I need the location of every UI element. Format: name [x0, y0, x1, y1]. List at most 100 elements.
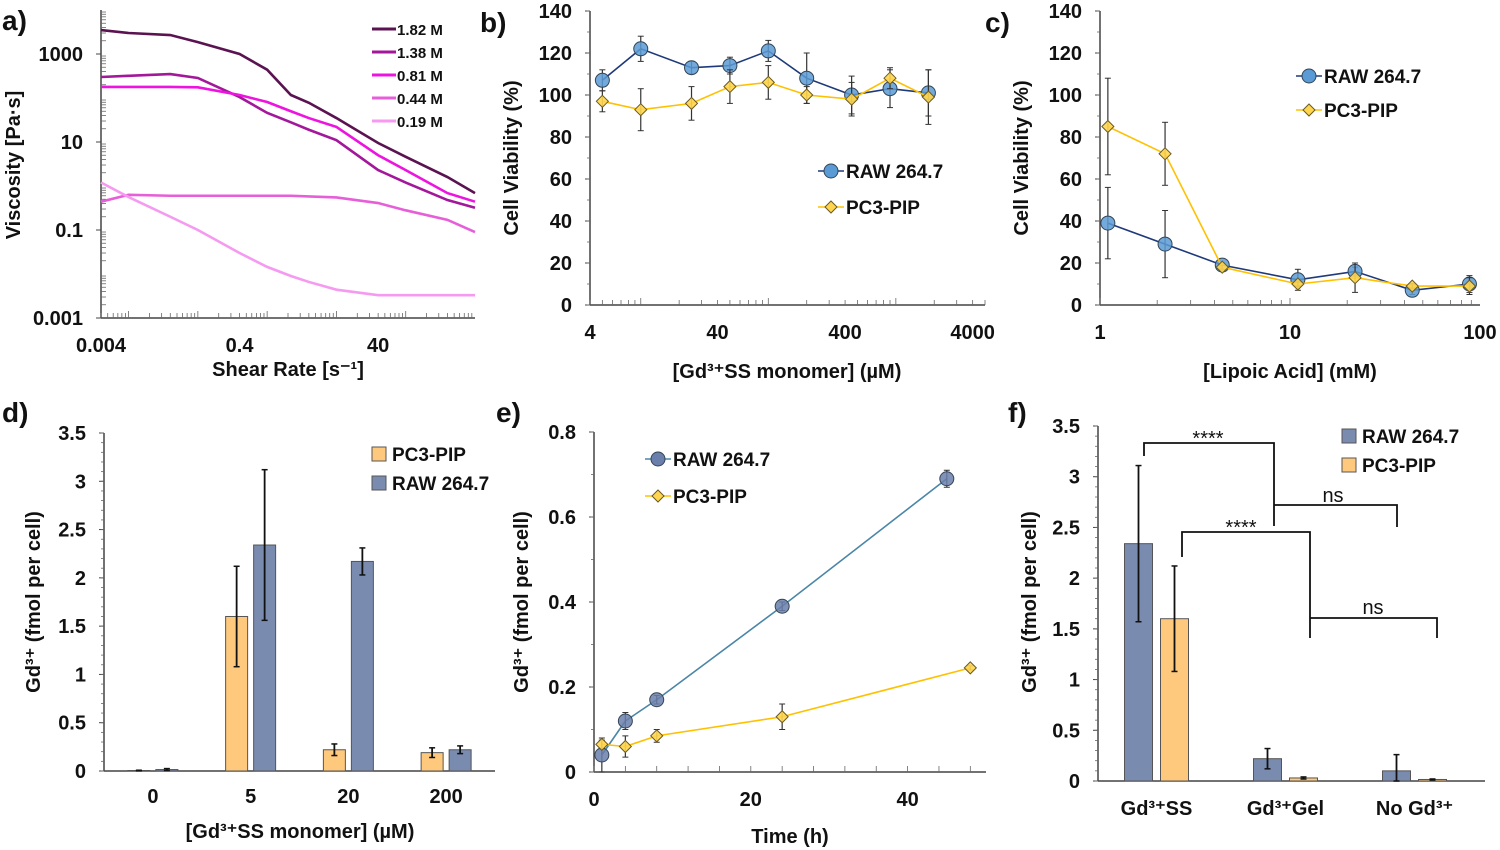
legend-label: RAW 264.7	[392, 474, 489, 495]
chart-panel-e: e) Time (h) Gd³⁺ (fmol per cell) 0 0.2 0.4 0.6…	[496, 397, 986, 848]
y-tick-label: 1	[75, 664, 86, 686]
y-tick-label: 120	[539, 43, 572, 65]
data-point	[1462, 279, 1477, 293]
legend-marker	[824, 200, 838, 214]
panel-label: f)	[1008, 397, 1027, 428]
data-point	[774, 598, 790, 614]
x-tick-label: 100	[1463, 322, 1496, 344]
data-point	[618, 739, 633, 754]
data-point	[633, 41, 649, 57]
series-0.81-M	[101, 85, 476, 203]
data-point	[963, 661, 978, 675]
y-tick-label: 0	[565, 762, 576, 784]
legend-swatch	[371, 475, 387, 491]
y-axis-label: Cell Viability (%)	[1011, 80, 1033, 235]
legend-label: PC3-PIP	[1324, 101, 1398, 122]
panel-label: d)	[2, 397, 28, 428]
chart-panel-d: d) [Gd³⁺SS monomer] (µM) Gd³⁺ (fmol per ce…	[2, 397, 495, 843]
data-point	[595, 737, 609, 752]
x-tick-label: 4	[584, 322, 596, 344]
x-axis-label: [Lipoic Acid] (mM)	[1203, 361, 1377, 383]
data-point	[1158, 147, 1172, 161]
y-tick-label: 120	[1049, 43, 1082, 65]
x-tick-label: 0.004	[76, 335, 127, 357]
y-axis-label: Gd³⁺ (fmol per cell)	[23, 511, 45, 693]
y-tick-label: 40	[1060, 211, 1082, 233]
y-tick-label: 0	[1069, 771, 1080, 793]
data-point	[723, 79, 737, 94]
y-tick-label: 3.5	[58, 423, 86, 445]
y-tick-label: 0.4	[548, 592, 577, 614]
x-tick-label: 5	[245, 786, 256, 808]
data-point	[1100, 215, 1116, 231]
y-tick-label: 2	[75, 568, 86, 590]
legend: PC3-PIP RAW 264.7	[371, 445, 489, 495]
series-line	[101, 85, 476, 203]
x-tick-label: 400	[828, 322, 861, 344]
data-point	[761, 75, 776, 90]
x-tick-label: 10	[1279, 322, 1301, 344]
legend-label: PC3-PIP	[673, 487, 747, 508]
legend-swatch	[1341, 428, 1357, 444]
significance-label: ns	[1362, 597, 1383, 619]
y-tick-label: 1000	[39, 44, 84, 66]
legend-marker	[1302, 103, 1316, 117]
panel-label: e)	[496, 397, 521, 428]
data-point	[1215, 260, 1229, 274]
series-0.19-M	[100, 181, 475, 297]
significance-bracket	[1143, 442, 1275, 526]
y-tick-label: 140	[539, 1, 572, 23]
data-point	[684, 96, 699, 111]
panel-label: a)	[2, 5, 27, 36]
x-axis-label: [Gd³⁺SS monomer] (µM)	[673, 361, 902, 383]
series-RAW-264.7	[1100, 186, 1477, 298]
y-tick-label: 2.5	[1052, 517, 1080, 539]
series-line	[100, 193, 476, 234]
series-RAW-264.7	[594, 469, 955, 773]
y-tick-label: 2	[1069, 568, 1080, 590]
x-axis-label: Time (h)	[751, 826, 828, 848]
x-tick-label: 20	[337, 786, 359, 808]
x-axis-label: Shear Rate [s⁻¹]	[212, 359, 364, 381]
series-line	[601, 478, 948, 756]
x-tick-label: 200	[429, 786, 462, 808]
y-axis-label: Viscosity [Pa·s]	[3, 91, 25, 240]
data-point	[634, 102, 648, 117]
x-tick-label: Gd³⁺Gel	[1247, 798, 1324, 820]
data-point	[1405, 279, 1419, 293]
y-tick-label: 20	[1060, 253, 1082, 275]
y-tick-label: 3	[1069, 467, 1080, 489]
y-tick-label: 100	[1049, 85, 1082, 107]
series-0.44-M	[100, 193, 476, 234]
legend-label: PC3-PIP	[1362, 456, 1436, 477]
significance-label: ****	[1225, 517, 1256, 539]
y-tick-label: 0	[1071, 295, 1082, 317]
data-point	[649, 692, 665, 708]
legend: RAW 264.7 PC3-PIP	[645, 450, 770, 508]
data-point	[595, 94, 610, 109]
y-tick-label: 3.5	[1052, 416, 1080, 438]
y-tick-label: 10	[61, 132, 83, 154]
significance-label: ****	[1192, 428, 1223, 450]
legend-swatch	[1341, 457, 1357, 473]
series-PC3-PIP	[595, 661, 978, 758]
y-tick-label: 2.5	[58, 520, 86, 542]
chart-panel-c: c) [Lipoic Acid] (mM) Cell Viability (%) 0 2…	[985, 1, 1497, 383]
x-tick-label: 20	[740, 789, 762, 811]
data-point	[594, 72, 610, 88]
series-line	[100, 28, 476, 195]
y-tick-label: 0.2	[548, 677, 576, 699]
legend-label: 0.19 M	[397, 114, 443, 131]
x-tick-label: 4000	[950, 322, 995, 344]
data-point	[775, 710, 789, 724]
x-tick-label: No Gd³⁺	[1376, 798, 1453, 820]
legend-marker	[651, 489, 665, 503]
series-line	[100, 181, 475, 297]
legend-marker	[823, 163, 839, 179]
y-tick-label: 0.8	[548, 422, 576, 444]
y-tick-label: 140	[1049, 1, 1082, 23]
y-tick-label: 1	[1069, 670, 1080, 692]
data-point	[617, 713, 633, 729]
x-tick-label: 40	[896, 789, 918, 811]
